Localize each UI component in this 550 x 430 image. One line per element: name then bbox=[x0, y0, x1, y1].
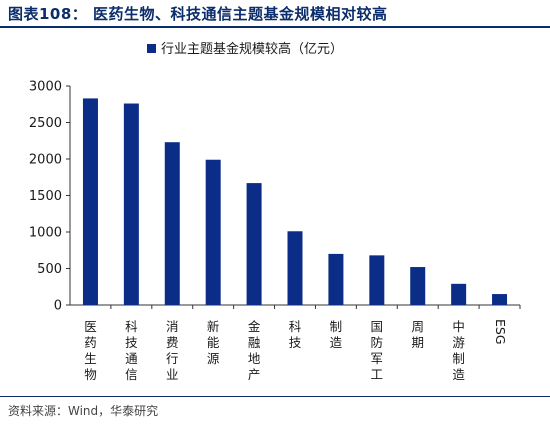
category-label: 国防军工 bbox=[371, 319, 384, 382]
bar bbox=[369, 255, 385, 305]
bar bbox=[123, 103, 139, 306]
legend-swatch bbox=[147, 44, 156, 53]
bar bbox=[82, 98, 98, 305]
footer-divider bbox=[0, 396, 550, 397]
category-label: 中游制造 bbox=[452, 319, 465, 382]
category-label: 科技通信 bbox=[125, 319, 138, 382]
category-label: 周期 bbox=[411, 319, 424, 350]
y-tick-label: 0 bbox=[54, 299, 62, 314]
category-label: 科技 bbox=[289, 319, 302, 350]
bar bbox=[205, 159, 221, 305]
bar bbox=[492, 294, 508, 305]
figure-title: 图表108： 医药生物、科技通信主题基金规模相对较高 bbox=[8, 5, 388, 23]
y-tick-label: 1500 bbox=[29, 189, 62, 204]
category-label: 医药生物 bbox=[84, 319, 97, 382]
y-tick-label: 2000 bbox=[29, 153, 62, 168]
legend-label: 行业主题基金规模较高（亿元） bbox=[161, 41, 343, 57]
source-note: 资料来源：Wind，华泰研究 bbox=[8, 404, 159, 418]
category-label: 消费行业 bbox=[166, 319, 179, 382]
bar-chart: 行业主题基金规模较高（亿元） 0 500 1000 1500 2000 2500 3000 医药… bbox=[29, 41, 521, 382]
category-label: ESG bbox=[493, 319, 508, 345]
category-label: 制造 bbox=[330, 319, 343, 350]
category-label: 金融地产 bbox=[248, 319, 261, 382]
bar bbox=[164, 142, 180, 305]
y-tick-label: 2500 bbox=[29, 116, 62, 131]
title-divider bbox=[0, 26, 550, 28]
y-tick-label: 500 bbox=[37, 262, 62, 277]
category-label: 新能源 bbox=[207, 319, 220, 366]
bar bbox=[287, 231, 303, 305]
bar bbox=[410, 267, 426, 305]
y-tick-label: 1000 bbox=[29, 226, 62, 241]
bar bbox=[451, 283, 467, 305]
bar bbox=[328, 253, 344, 305]
y-tick-label: 3000 bbox=[29, 80, 62, 95]
bar bbox=[246, 183, 262, 305]
